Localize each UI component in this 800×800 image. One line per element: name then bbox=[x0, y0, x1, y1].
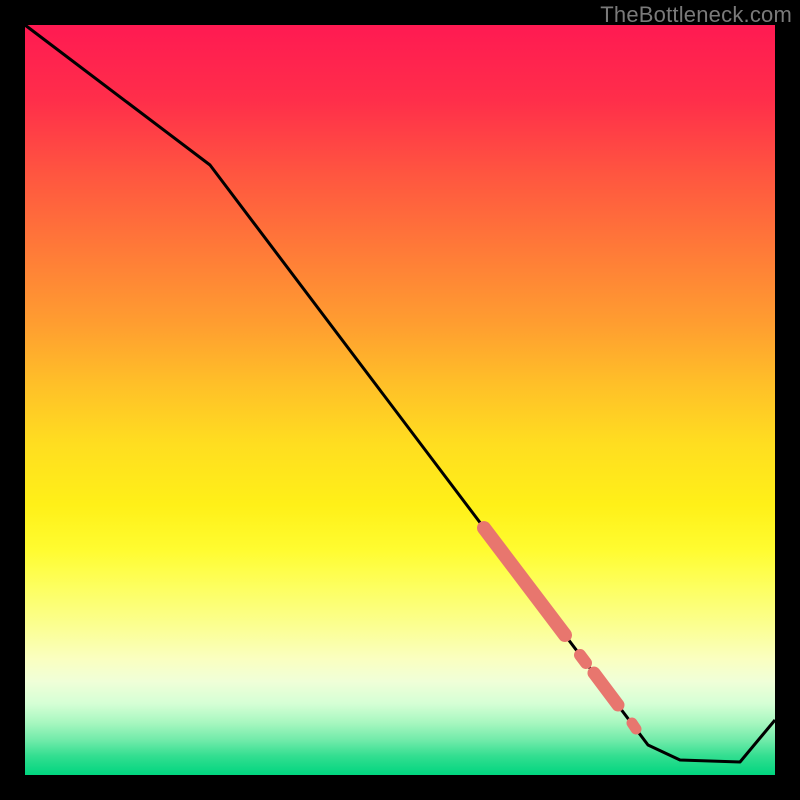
watermark: TheBottleneck.com bbox=[600, 2, 792, 28]
chart-svg bbox=[0, 0, 800, 800]
highlight-segment bbox=[632, 723, 636, 729]
chart-gradient-bg bbox=[25, 25, 775, 775]
bottleneck-chart: TheBottleneck.com bbox=[0, 0, 800, 800]
highlight-segment bbox=[580, 655, 586, 663]
